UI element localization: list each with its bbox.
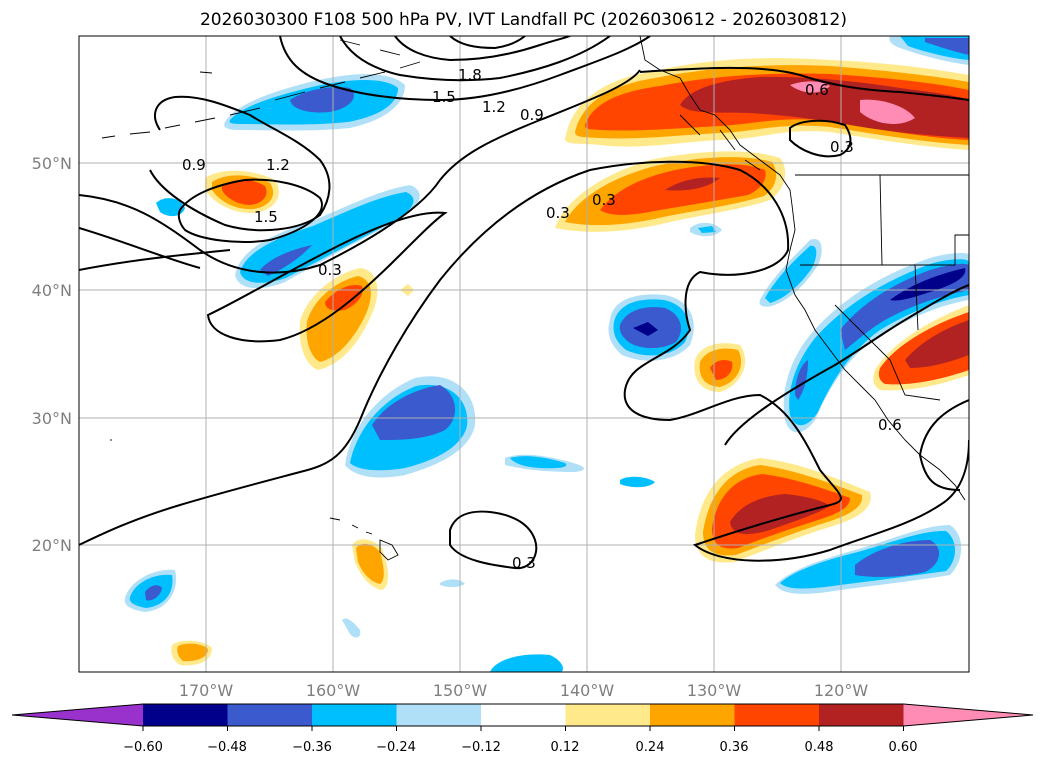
lon-tick-label: 150°W [433,681,488,700]
colorbar-tick-label: −0.36 [292,740,332,755]
contour-label: 0.3 [546,204,570,222]
lat-tick-label: 30°N [32,409,72,428]
lat-tick-label: 40°N [32,281,72,300]
pv-contours [79,36,969,570]
ivt-shading [124,36,969,672]
colorbar-tick-label: 0.36 [720,740,749,755]
lon-tick-label: 160°W [306,681,361,700]
colorbar-ticks [142,726,904,731]
colorbar-tick-labels: −0.60 −0.48 −0.36 −0.24 −0.12 0.12 0.24 … [123,740,917,755]
lon-tick-label: 130°W [687,681,742,700]
colorbar: −0.60 −0.48 −0.36 −0.24 −0.12 0.12 0.24 … [11,703,1034,755]
colorbar-segment [312,704,397,726]
contour-label: 1.2 [266,156,290,174]
map-title: 2026030300 F108 500 hPa PV, IVT Landfall… [199,10,847,30]
map-frame [78,35,970,673]
colorbar-segment [143,704,228,726]
colorbar-segment [396,704,482,726]
colorbar-segment [819,704,904,726]
contour-label: 1.2 [482,98,506,116]
contour-label: 0.6 [878,416,902,434]
colorbar-tick-label: 0.12 [551,740,580,755]
gridlines [79,36,969,672]
contour-label: 0.3 [318,261,342,279]
latitude-labels: 20°N 30°N 40°N 50°N [32,154,72,555]
contour-label: 1.5 [432,88,456,106]
colorbar-tick-label: 0.48 [805,740,834,755]
colorbar-tick-label: −0.60 [123,740,163,755]
contour-label: 1.5 [254,208,278,226]
colorbar-segments [11,703,1034,727]
colorbar-extend-high [903,704,1033,726]
contour-label: 0.9 [520,106,544,124]
contour-label: 0.3 [512,554,536,572]
colorbar-tick-label: 0.24 [636,740,665,755]
lat-tick-label: 50°N [32,154,72,173]
colorbar-tick-label: 0.60 [889,740,918,755]
contour-label: 0.3 [592,191,616,209]
colorbar-segment [481,704,566,726]
lon-tick-label: 120°W [814,681,869,700]
lon-tick-label: 170°W [179,681,234,700]
contour-label: 0.3 [830,138,854,156]
colorbar-segment [650,704,735,726]
contour-label: 0.6 [805,81,829,99]
lon-tick-label: 140°W [560,681,615,700]
contour-labels: 1.8 1.5 1.2 0.9 0.6 0.3 0.9 1.2 1.5 0.3 … [182,66,902,572]
coastlines [101,36,969,561]
contour-label: 1.8 [458,66,482,84]
contour-label: 0.9 [182,156,206,174]
colorbar-segment [565,704,651,726]
colorbar-extend-low [12,704,143,726]
lat-tick-label: 20°N [32,536,72,555]
longitude-labels: 170°W 160°W 150°W 140°W 130°W 120°W [179,681,869,700]
colorbar-tick-label: −0.12 [461,740,501,755]
colorbar-tick-label: −0.24 [376,740,416,755]
colorbar-segment [734,704,820,726]
colorbar-segment [227,704,313,726]
colorbar-tick-label: −0.48 [207,740,247,755]
